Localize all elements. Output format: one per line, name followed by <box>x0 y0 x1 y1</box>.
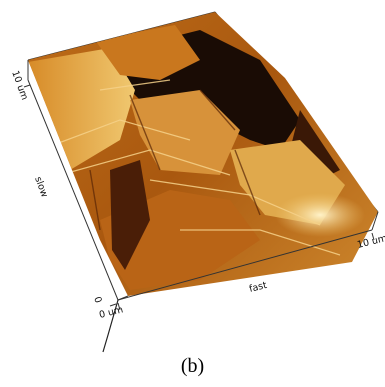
frame-front <box>27 60 379 301</box>
slow-top-label: 10 um <box>9 69 30 101</box>
bright-patch <box>275 193 365 237</box>
mid-block <box>130 90 240 175</box>
fast-axis-label: fast <box>248 280 268 295</box>
shadow-edges <box>89 89 261 231</box>
figure-caption: (b) <box>180 355 205 377</box>
upper-block <box>95 25 200 80</box>
fast-left-label: 0 um <box>98 304 124 321</box>
tick-marks <box>23 84 375 311</box>
slow-bottom-label: 0 <box>91 295 103 304</box>
slow-axis-label: slow <box>32 175 50 199</box>
probe-tip <box>102 299 119 353</box>
dark-groove <box>110 160 150 270</box>
